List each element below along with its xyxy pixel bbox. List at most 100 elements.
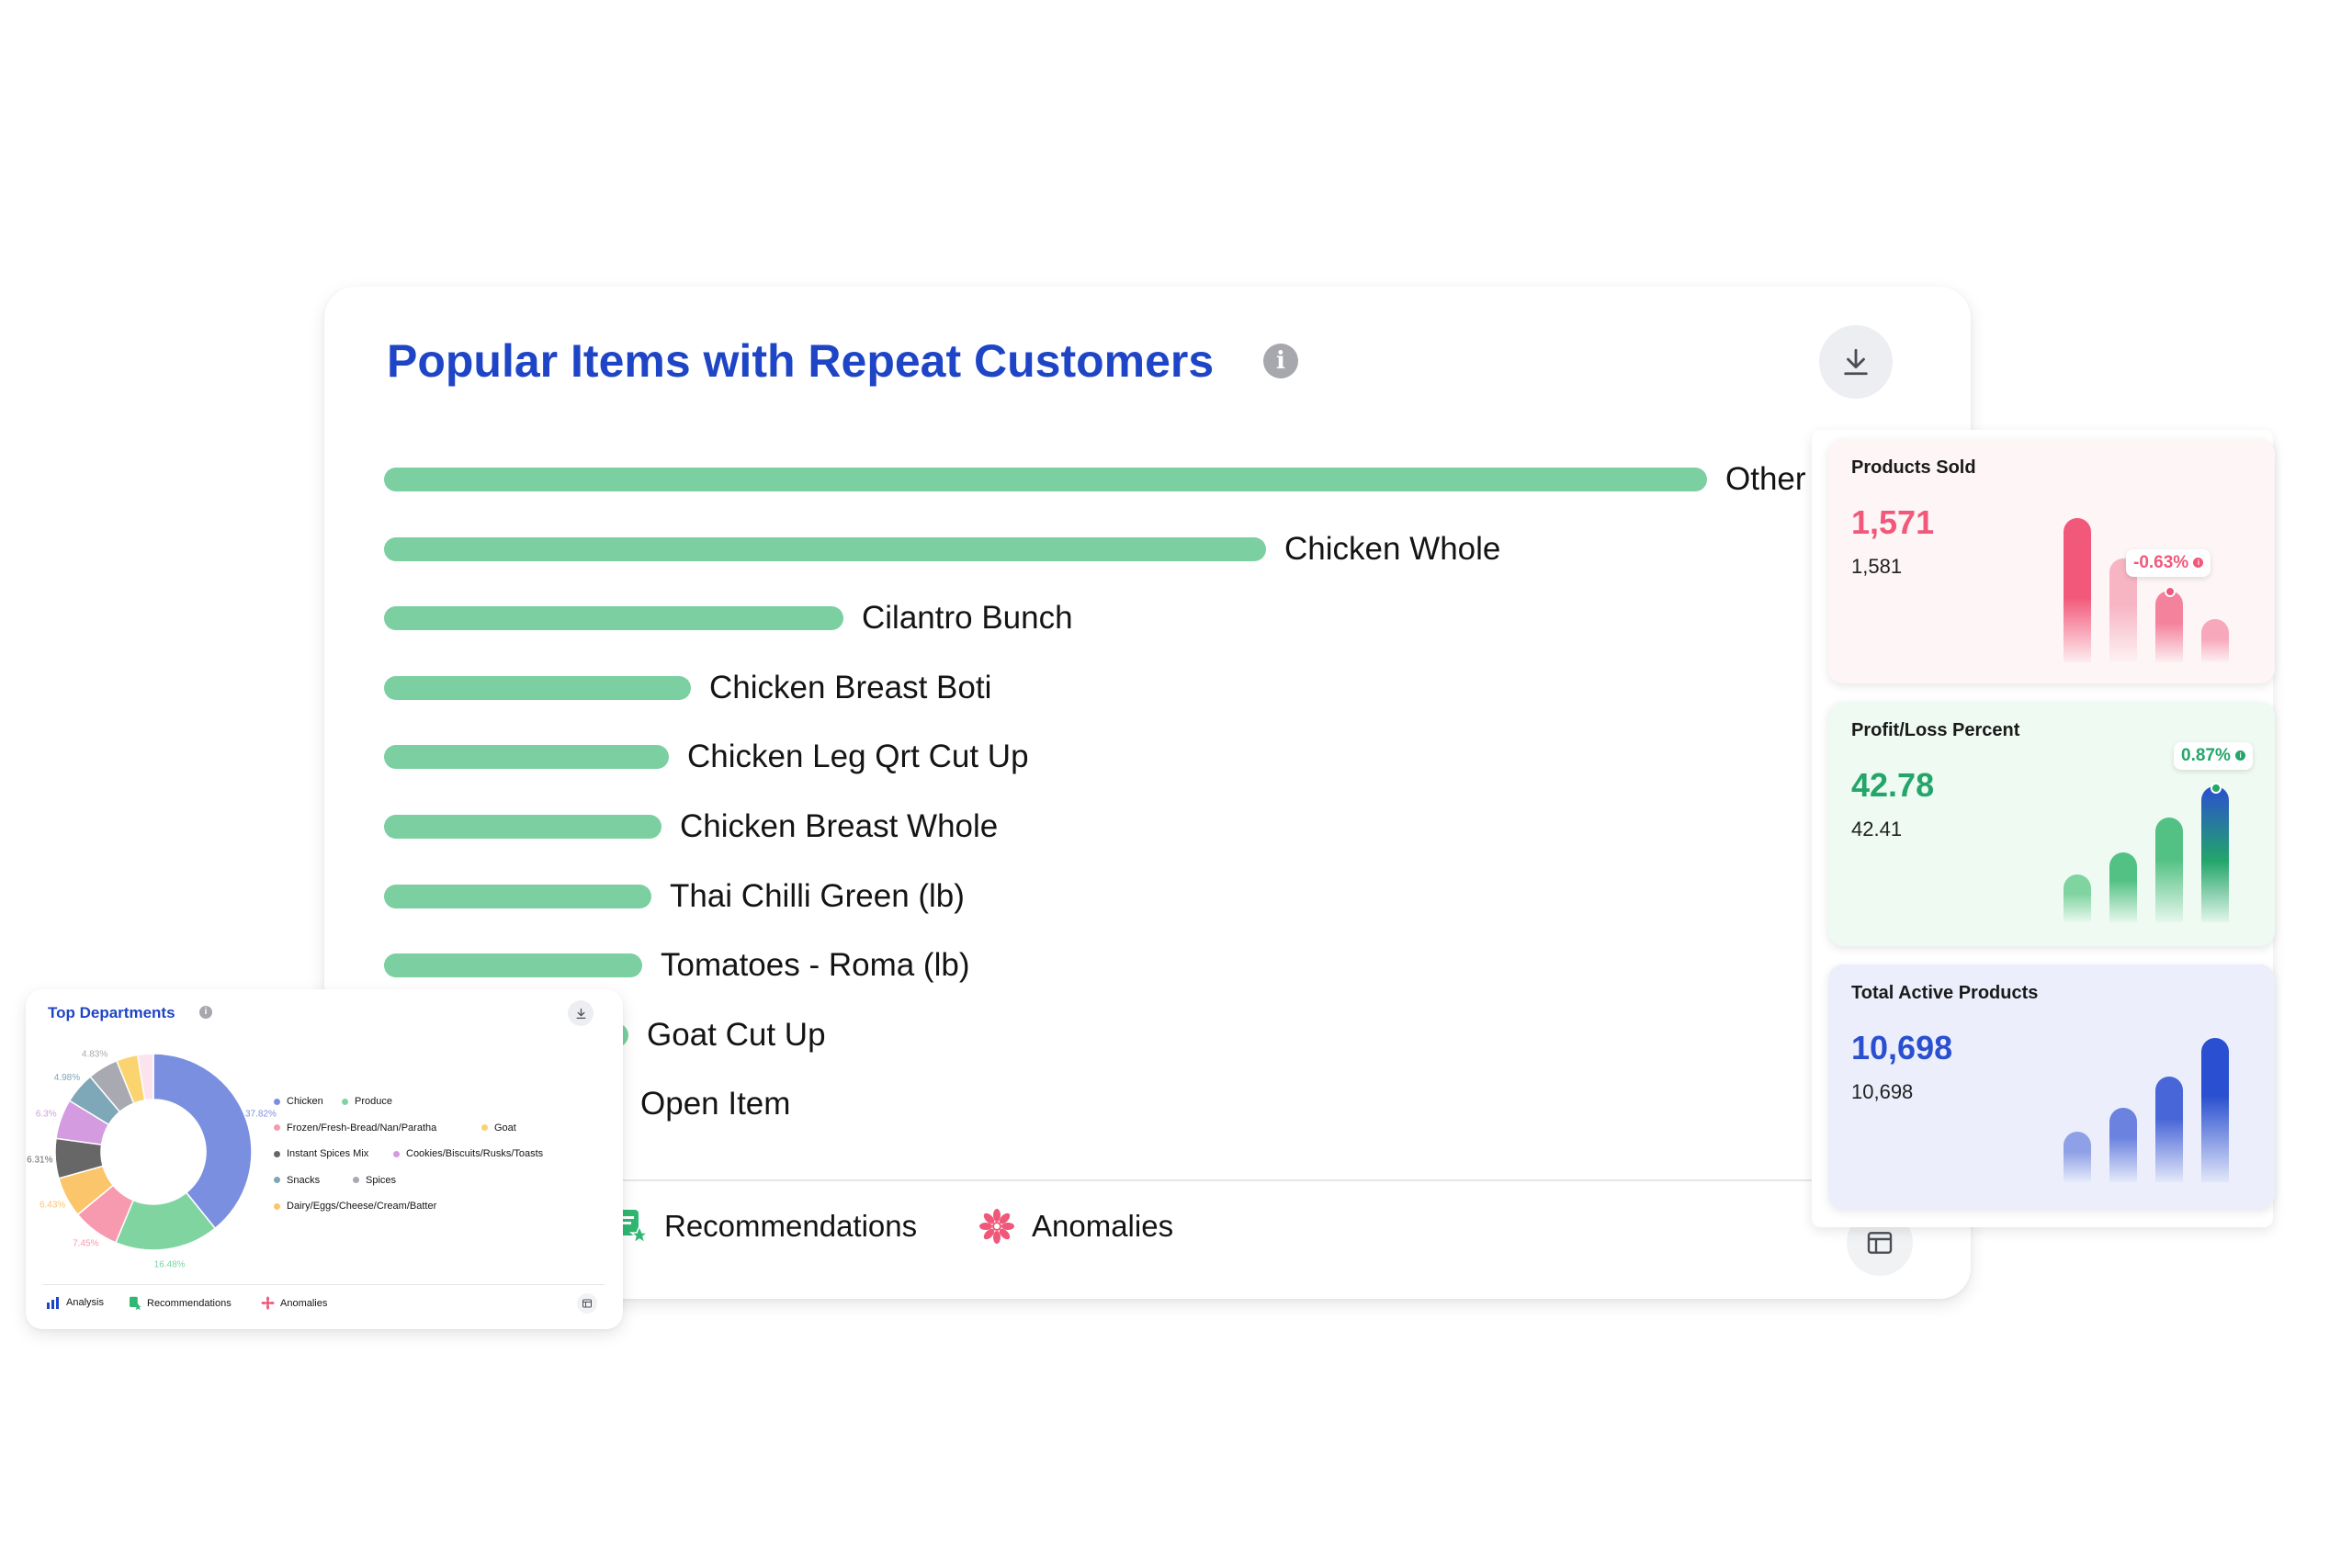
slice-label: 6.3% (36, 1109, 57, 1119)
download-icon (576, 1008, 585, 1019)
slice-label: 4.83% (82, 1050, 107, 1060)
info-icon[interactable]: i (199, 1006, 212, 1019)
panel-toggle-button[interactable] (577, 1293, 597, 1314)
download-button[interactable] (1819, 325, 1893, 399)
legend-item[interactable]: Instant Spices Mix (274, 1148, 368, 1159)
info-icon: i (2193, 558, 2204, 569)
legend-label: Frozen/Fresh-Bread/Nan/Paratha (287, 1122, 437, 1134)
legend-item[interactable]: Spices (353, 1175, 396, 1186)
bar-label: Other (1725, 461, 1806, 497)
metrics-panel: Products Sold 1,571 1,581 -0.63% i Profi… (1812, 430, 2275, 1227)
legend-item[interactable]: Frozen/Fresh-Bread/Nan/Paratha (274, 1122, 436, 1134)
tab-anomalies[interactable]: Anomalies (261, 1296, 327, 1310)
legend-swatch (274, 1150, 280, 1157)
products-sold-bar (2201, 619, 2229, 662)
donut-slice[interactable] (153, 1053, 253, 1230)
legend-item[interactable]: Dairy/Eggs/Cheese/Cream/Batter (274, 1201, 436, 1212)
products-sold-bar (2155, 591, 2183, 662)
active-products-title: Total Active Products (1851, 983, 2039, 1003)
legend-swatch (393, 1150, 400, 1157)
slice-label: 6.43% (40, 1201, 65, 1211)
legend-item[interactable]: Goat (481, 1122, 516, 1134)
panel-icon (582, 1299, 592, 1308)
info-icon[interactable]: i (1263, 344, 1298, 378)
bar-row: Cilantro Bunch (384, 600, 1073, 636)
active-products-previous: 10,698 (1851, 1080, 1914, 1103)
products-sold-title: Products Sold (1851, 457, 1976, 478)
active-products-bar (2155, 1077, 2183, 1182)
anomalies-icon (261, 1296, 275, 1310)
profit-loss-card: Profit/Loss Percent 42.78 42.41 0.87% i (1828, 702, 2275, 946)
bar-label: Tomatoes - Roma (lb) (661, 947, 970, 984)
active-products-bar (2109, 1108, 2137, 1182)
profit-loss-change-badge: 0.87% i (2174, 742, 2254, 770)
tab-analysis[interactable]: Analysis (46, 1296, 104, 1309)
legend-item[interactable]: Produce (342, 1096, 392, 1107)
bar-label: Chicken Breast Whole (680, 808, 999, 844)
profit-loss-title: Profit/Loss Percent (1851, 720, 2020, 740)
legend-label: Dairy/Eggs/Cheese/Cream/Batter (287, 1201, 437, 1212)
anomalies-icon (979, 1209, 1014, 1244)
products-sold-change: -0.63% (2133, 553, 2189, 572)
legend-swatch (342, 1098, 348, 1105)
bar-label: Goat Cut Up (647, 1016, 826, 1053)
bar-row: Thai Chilli Green (lb) (384, 878, 965, 914)
legend-label: Chicken (287, 1096, 323, 1107)
legend-label: Snacks (287, 1174, 321, 1186)
legend-item[interactable]: Chicken (274, 1096, 323, 1107)
bar[interactable] (384, 536, 1266, 561)
tab-anomalies-label: Anomalies (280, 1297, 328, 1309)
profit-loss-bar (2064, 874, 2091, 922)
legend-swatch (481, 1124, 488, 1131)
analysis-icon (47, 1297, 59, 1309)
legend-swatch (274, 1098, 280, 1105)
tab-recommendations-label: Recommendations (147, 1298, 232, 1309)
legend-swatch (274, 1202, 280, 1210)
tab-recommendations[interactable]: Recommendations (129, 1296, 232, 1311)
products-sold-change-badge: -0.63% i (2126, 549, 2211, 577)
recommendations-icon (130, 1296, 141, 1311)
bar-label: Open Item (640, 1086, 791, 1122)
recommendations-icon (618, 1210, 648, 1245)
profit-loss-bar (2201, 786, 2229, 922)
download-button[interactable] (568, 1000, 594, 1026)
products-sold-value: 1,571 (1851, 503, 1935, 541)
bar-label: Chicken Breast Boti (709, 669, 992, 705)
bar[interactable] (384, 745, 669, 770)
profit-loss-previous: 42.41 (1851, 818, 1903, 840)
bar-label: Thai Chilli Green (lb) (670, 877, 965, 914)
profit-loss-change: 0.87% (2181, 746, 2231, 765)
top-departments-card: Top Departments i 37.82% 16.48% 7.45% 6.43%… (26, 989, 623, 1329)
legend-label: Goat (494, 1122, 516, 1134)
bar[interactable] (384, 606, 843, 631)
top-departments-title: Top Departments (48, 1004, 175, 1021)
legend-item[interactable]: Cookies/Biscuits/Rusks/Toasts (393, 1148, 543, 1159)
products-sold-marker (2165, 586, 2176, 597)
donut-slice[interactable] (136, 1053, 154, 1101)
active-products-bar (2201, 1038, 2229, 1182)
legend-label: Produce (355, 1096, 392, 1107)
tab-recommendations-label: Recommendations (664, 1209, 918, 1243)
bar[interactable] (384, 468, 1707, 491)
bar[interactable] (384, 815, 662, 839)
legend-item[interactable]: Snacks (274, 1175, 320, 1186)
popular-items-title: Popular Items with Repeat Customers (387, 335, 1215, 387)
profit-loss-value: 42.78 (1851, 766, 1935, 804)
bar[interactable] (384, 884, 651, 908)
donut-chart: 37.82% 16.48% 7.45% 6.43% 6.31% 6.3% 4.98% 4.83… (27, 1050, 277, 1270)
bar[interactable] (384, 953, 642, 978)
slice-label: 16.48% (154, 1260, 186, 1270)
tab-anomalies[interactable]: Anomalies (978, 1208, 1173, 1245)
info-icon: i (2235, 750, 2246, 761)
bar-row: Other (384, 461, 1806, 497)
bar-row: Chicken Leg Qrt Cut Up (384, 739, 1029, 774)
bar[interactable] (384, 675, 691, 700)
download-icon (1844, 348, 1868, 376)
bar-row: Chicken Whole (384, 531, 1500, 567)
tab-analysis-label: Analysis (66, 1297, 104, 1308)
profit-loss-marker (2211, 783, 2222, 794)
bar-label: Cilantro Bunch (862, 600, 1073, 637)
slice-label: 6.31% (27, 1155, 52, 1165)
tab-recommendations[interactable]: Recommendations (616, 1208, 917, 1245)
slice-label: 7.45% (73, 1239, 98, 1249)
